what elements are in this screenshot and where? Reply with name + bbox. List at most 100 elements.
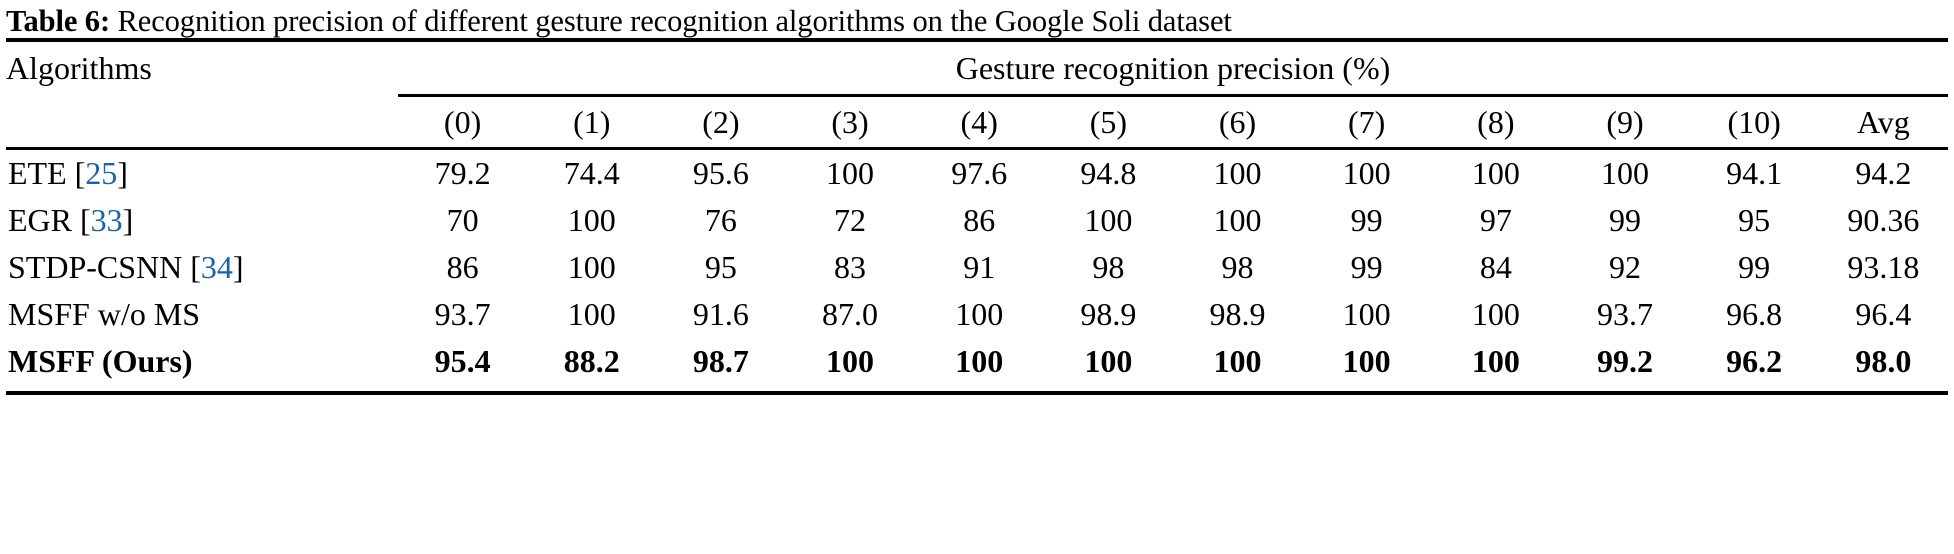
cell-value: 100: [826, 155, 875, 191]
cell-value: 97: [1479, 202, 1512, 238]
cell-value-avg: 96.4: [1855, 296, 1912, 332]
cell-value: 100: [1342, 343, 1391, 379]
row-name: STDP-CSNN: [8, 249, 183, 285]
row-name: EGR: [8, 202, 72, 238]
cell-value: 99: [1350, 249, 1383, 285]
cell-value: 93.7: [434, 296, 491, 332]
row-name: MSFF w/o MS: [8, 296, 201, 332]
cell-value: 98.7: [692, 343, 749, 379]
table-row: ETE [25] 79.2 74.4 95.6 100 97.6 94.8 10…: [6, 150, 1948, 197]
cell-value: 88.2: [563, 343, 620, 379]
column-header-10: (10): [1727, 104, 1781, 140]
table-row: STDP-CSNN [34] 86 100 95 83 91 98 98 99 …: [6, 244, 1948, 291]
cell-value: 99: [1350, 202, 1383, 238]
table-mid-rule: [6, 147, 1948, 150]
cell-value: 70: [446, 202, 479, 238]
cell-value: 100: [1213, 155, 1262, 191]
cell-value: 100: [567, 202, 616, 238]
table-row: EGR [33] 70 100 76 72 86 100 100 99 97 9…: [6, 197, 1948, 244]
group-header-rule: [398, 94, 1948, 97]
cell-value: 99.2: [1596, 343, 1653, 379]
row-label-ete: ETE [25]: [8, 155, 128, 191]
cell-value: 86: [446, 249, 479, 285]
cell-value: 86: [963, 202, 996, 238]
cell-value: 93.7: [1596, 296, 1653, 332]
cell-value: 94.8: [1080, 155, 1137, 191]
cell-value-avg: 93.18: [1847, 249, 1920, 285]
cell-value: 72: [834, 202, 867, 238]
cell-value: 100: [1471, 155, 1520, 191]
column-header-avg: Avg: [1856, 104, 1910, 140]
column-header-2: (2): [702, 104, 740, 140]
caption-label: Table 6:: [6, 4, 110, 38]
row-label-msff-ours: MSFF (Ours): [6, 338, 398, 385]
cell-value: 100: [1213, 202, 1262, 238]
cell-value: 98.9: [1209, 296, 1266, 332]
table-header-columns-row: (0) (1) (2) (3) (4) (5) (6) (7) (8) (9) …: [6, 97, 1948, 147]
citation-link[interactable]: 25: [85, 155, 118, 191]
cell-value: 100: [1084, 202, 1133, 238]
table-caption: Table 6: Recognition precision of differ…: [6, 0, 1948, 38]
column-header-9: (9): [1606, 104, 1644, 140]
caption-text: Recognition precision of different gestu…: [110, 4, 1232, 38]
row-name: MSFF (Ours): [8, 343, 193, 379]
column-header-6: (6): [1218, 104, 1257, 140]
cell-value: 100: [1213, 343, 1262, 379]
cell-value: 100: [1600, 155, 1649, 191]
cell-value: 95: [1738, 202, 1771, 238]
cell-value: 91.6: [692, 296, 749, 332]
cell-value-avg: 94.2: [1855, 155, 1912, 191]
cell-value: 100: [567, 249, 616, 285]
column-header-4: (4): [960, 104, 998, 140]
row-label-egr: EGR [33]: [8, 202, 134, 238]
cell-value: 100: [955, 343, 1004, 379]
cell-value: 100: [567, 296, 616, 332]
cell-value: 98: [1221, 249, 1254, 285]
column-header-spacer: [6, 97, 398, 147]
cell-value: 98.9: [1080, 296, 1137, 332]
row-label-stdp-csnn: STDP-CSNN [34]: [8, 249, 244, 285]
cell-value: 91: [963, 249, 996, 285]
cell-value: 100: [955, 296, 1004, 332]
column-header-7: (7): [1348, 104, 1386, 140]
row-label-msff-wo-ms: MSFF w/o MS: [6, 291, 398, 338]
row-name: ETE: [8, 155, 67, 191]
cell-value: 97.6: [951, 155, 1008, 191]
cell-value: 92: [1608, 249, 1641, 285]
cell-value: 100: [1471, 343, 1520, 379]
table-row: MSFF w/o MS 93.7 100 91.6 87.0 100 98.9 …: [6, 291, 1948, 338]
cell-value: 84: [1479, 249, 1512, 285]
citation-link[interactable]: 34: [200, 249, 233, 285]
cell-value: 100: [1342, 155, 1391, 191]
citation-link[interactable]: 33: [90, 202, 123, 238]
table-mid-rule-row: [6, 147, 1948, 150]
cell-value: 100: [1471, 296, 1520, 332]
cell-value: 98: [1092, 249, 1125, 285]
column-header-0: (0): [443, 104, 482, 140]
table-top-rule: [6, 38, 1948, 42]
column-header-5: (5): [1089, 104, 1128, 140]
table-header-group-row: Algorithms Gesture recognition precision…: [6, 42, 1948, 94]
cell-value: 74.4: [563, 155, 620, 191]
cell-value: 79.2: [434, 155, 491, 191]
column-header-8: (8): [1477, 104, 1515, 140]
cell-value: 87.0: [822, 296, 879, 332]
column-header-3: (3): [831, 104, 869, 140]
cell-value: 95.4: [434, 343, 491, 379]
cell-value: 95.6: [692, 155, 749, 191]
cell-value: 100: [1342, 296, 1391, 332]
cell-value: 76: [704, 202, 737, 238]
results-table: Algorithms Gesture recognition precision…: [6, 42, 1948, 385]
cell-value: 99: [1608, 202, 1641, 238]
cell-value: 83: [834, 249, 867, 285]
column-header-1: (1): [573, 104, 611, 140]
cell-value: 96.2: [1726, 343, 1783, 379]
cell-value: 100: [1084, 343, 1133, 379]
cell-value-avg: 90.36: [1847, 202, 1920, 238]
cell-value: 100: [826, 343, 875, 379]
group-header-rule-row: [6, 94, 1948, 97]
column-header-group: Gesture recognition precision (%): [955, 50, 1391, 86]
cell-value: 96.8: [1726, 296, 1783, 332]
column-header-algorithms: Algorithms: [6, 50, 152, 86]
